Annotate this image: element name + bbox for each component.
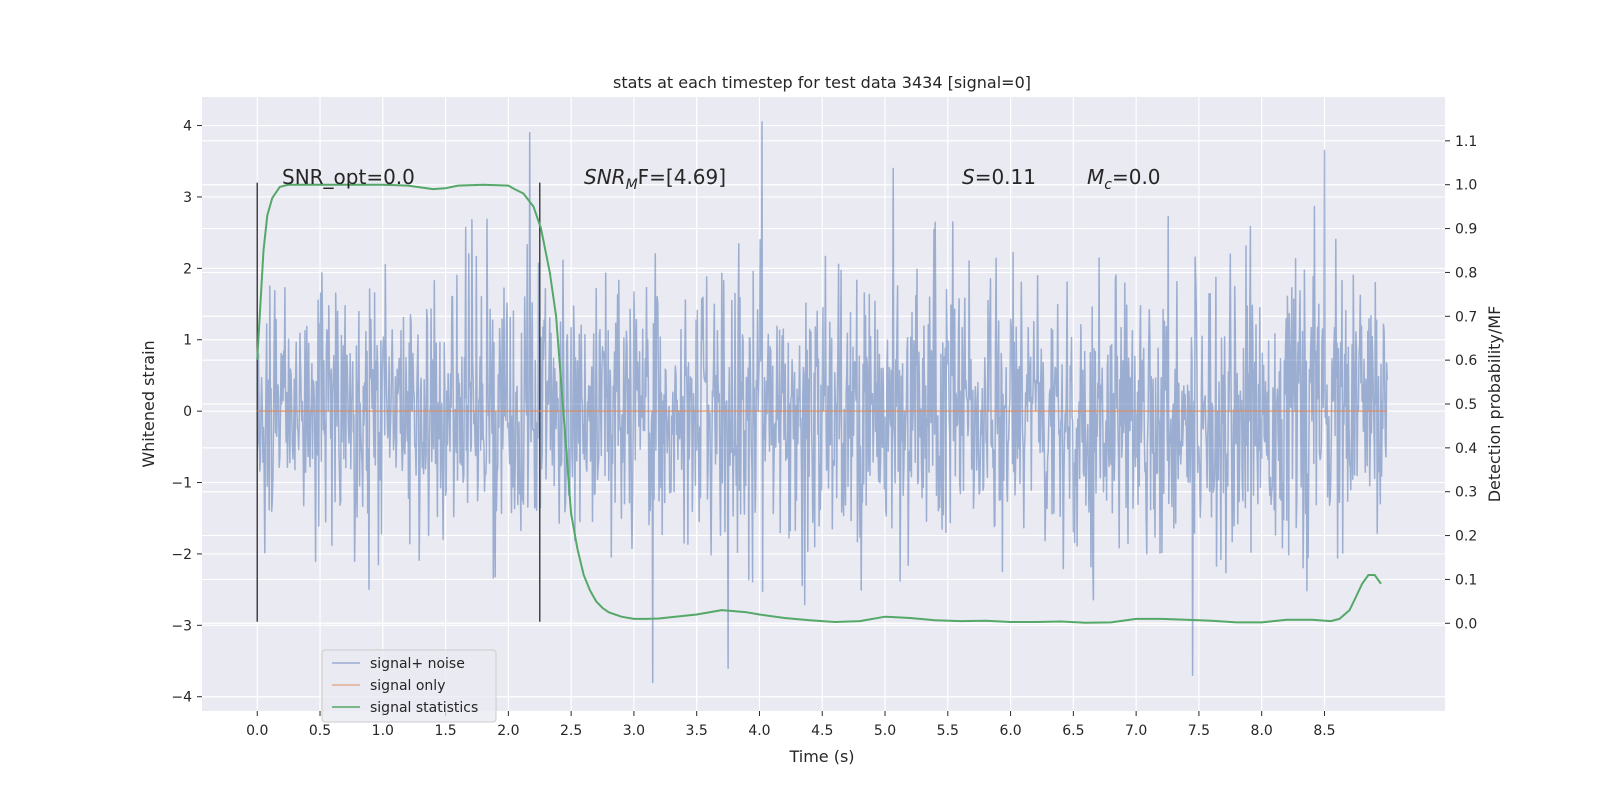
y-ticks-left: 4 3 2 1 0 −1 −2 −3 −4 [171, 119, 202, 706]
y-tick-label-right: 0.5 [1455, 397, 1477, 413]
y-tick-label-left: −4 [171, 690, 192, 706]
y-tick-label-left: 0 [183, 404, 192, 420]
x-tick-label: 6.0 [999, 723, 1021, 739]
signal-statistics-line [256, 183, 1382, 624]
x-tick-label: 0.0 [246, 723, 268, 739]
y-tick-label-left: −2 [171, 547, 192, 563]
series-signal-statistics [256, 183, 1382, 624]
x-tick-label: 3.5 [686, 723, 708, 739]
legend-box [321, 649, 497, 723]
y-tick-label-right: 0.3 [1455, 485, 1477, 501]
x-tick-label: 7.5 [1188, 723, 1210, 739]
y-tick-label-left: 1 [183, 333, 192, 349]
y-tick-label-right: 0.9 [1455, 222, 1477, 238]
y-tick-label-right: 1.1 [1455, 134, 1477, 150]
y-tick-label-right: 0.8 [1455, 265, 1477, 281]
snr-mf-symbol: SNR [584, 165, 626, 189]
x-tick-label: 6.5 [1062, 723, 1084, 739]
legend-label-signal-statistics: signal statistics [370, 700, 478, 716]
x-tick-label: 1.0 [372, 723, 394, 739]
x-tick-label: 1.5 [434, 723, 456, 739]
s-symbol: S [962, 165, 975, 189]
snr-mf-subscript: M [626, 177, 638, 193]
x-tick-label: 0.5 [309, 723, 331, 739]
annotation-snr-opt: SNR_opt=0.0 [282, 165, 415, 189]
chart-title: stats at each timestep for test data 343… [613, 73, 1031, 92]
x-tick-label: 4.0 [748, 723, 770, 739]
y-tick-label-left: 4 [183, 119, 192, 135]
vertical-markers [256, 182, 541, 622]
y-tick-label-left: −1 [171, 476, 192, 492]
y-tick-label-right: 1.0 [1455, 178, 1477, 194]
x-tick-label: 4.5 [811, 723, 833, 739]
x-ticks: 0.0 0.5 1.0 1.5 2.0 2.5 3.0 3.5 4.0 4.5 5.0 5.5 6.0 6… [246, 711, 1336, 739]
y-tick-label-right: 0.1 [1455, 572, 1477, 588]
y-tick-label-left: 3 [183, 190, 192, 206]
y-axis-label-right: Detection probability/MF [1485, 306, 1504, 503]
annotation-mc: Mc=0.0 [1087, 165, 1161, 193]
legend: signal+ noise signal only signal statist… [321, 649, 497, 723]
legend-label-signal-noise: signal+ noise [370, 656, 465, 672]
y-tick-label-right: 0.4 [1455, 441, 1477, 457]
x-tick-label: 8.5 [1313, 723, 1335, 739]
y-tick-label-right: 0.7 [1455, 309, 1477, 325]
x-tick-label: 5.5 [937, 723, 959, 739]
y-tick-label-left: 2 [183, 261, 192, 277]
y-tick-label-right: 0.2 [1455, 529, 1477, 545]
annotation-snr-mf: SNRMF=[4.69] [584, 165, 726, 193]
snr-mf-value: F=[4.69] [638, 165, 726, 189]
x-tick-label: 8.0 [1251, 723, 1273, 739]
x-tick-label: 7.0 [1125, 723, 1147, 739]
y-tick-label-right: 0.0 [1455, 616, 1477, 632]
signal-noise-line [256, 121, 1388, 684]
mc-subscript: c [1104, 177, 1112, 193]
x-axis-label: Time (s) [788, 747, 854, 766]
legend-label-signal-only: signal only [370, 678, 445, 694]
x-tick-label: 2.0 [497, 723, 519, 739]
mc-symbol: M [1087, 165, 1104, 189]
y-ticks-right: 1.1 1.0 0.9 0.8 0.7 0.6 0.5 0.4 0.3 0.2 0.1 0.0 [1445, 134, 1477, 632]
s-value: =0.11 [975, 165, 1036, 189]
y-axis-label-left: Whitened strain [139, 340, 158, 467]
x-tick-label: 2.5 [560, 723, 582, 739]
x-tick-label: 5.0 [874, 723, 896, 739]
x-tick-label: 3.0 [623, 723, 645, 739]
mc-value: =0.0 [1112, 165, 1161, 189]
series-signal-noise [256, 121, 1388, 684]
y-tick-label-right: 0.6 [1455, 353, 1477, 369]
annotation-s: S=0.11 [962, 165, 1036, 189]
y-tick-label-left: −3 [171, 618, 192, 634]
